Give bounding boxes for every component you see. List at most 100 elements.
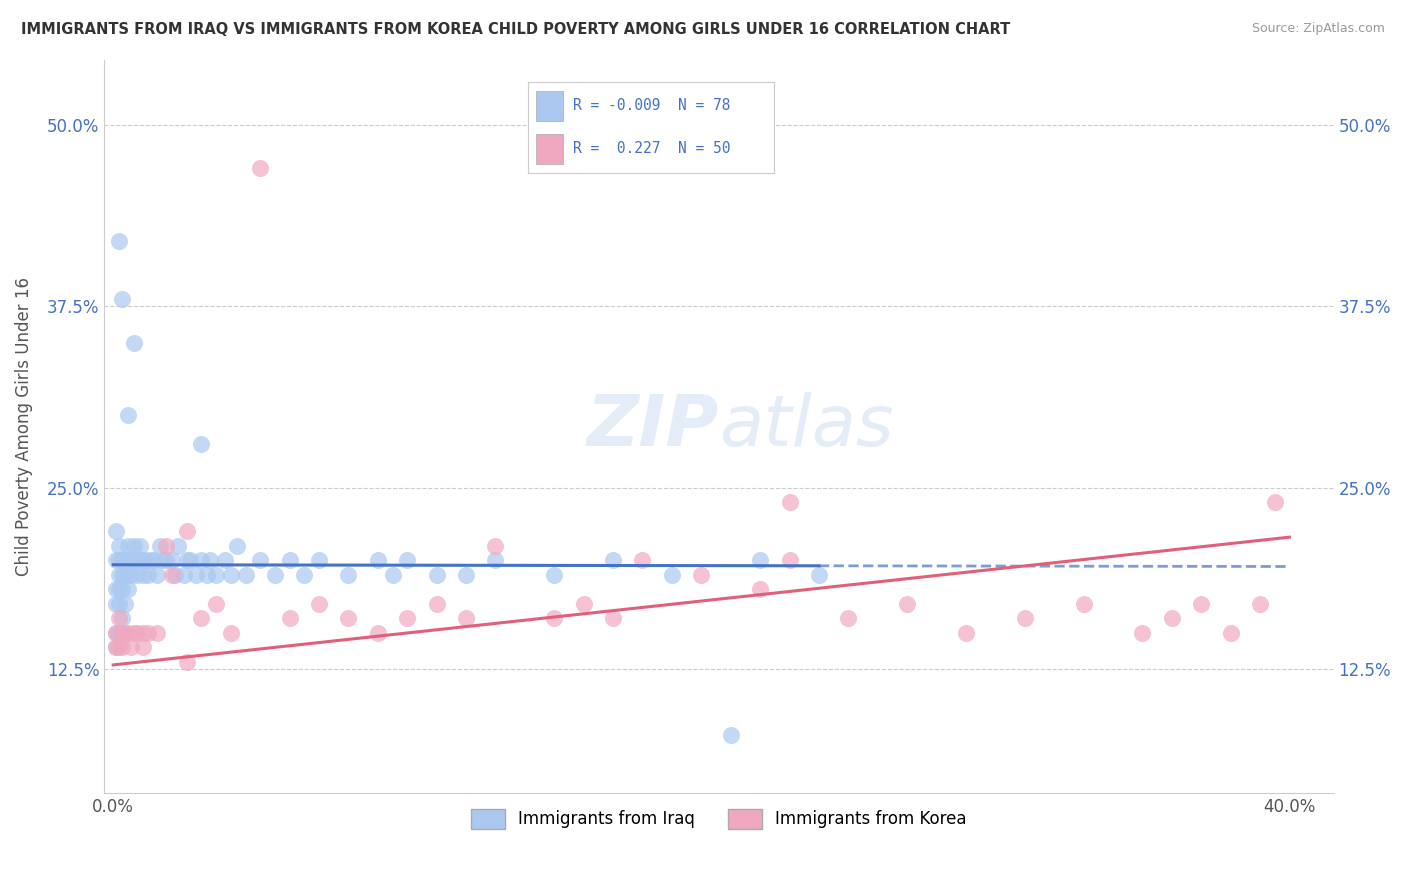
Point [190, 437, 212, 451]
Point [146, 626, 169, 640]
Point [111, 568, 134, 582]
Point [484, 553, 506, 567]
Point [308, 553, 330, 567]
Point [105, 582, 128, 597]
Point [179, 553, 201, 567]
Point [128, 553, 150, 567]
Point [337, 568, 360, 582]
Point [105, 553, 128, 567]
Point [108, 539, 131, 553]
Point [111, 582, 134, 597]
Point [896, 597, 918, 611]
Text: ZIP: ZIP [586, 392, 718, 460]
Point [1264, 495, 1286, 509]
Point [111, 611, 134, 625]
Point [1160, 611, 1182, 625]
Point [120, 553, 142, 567]
Point [114, 568, 136, 582]
Point [108, 553, 131, 567]
Point [125, 626, 148, 640]
Point [122, 626, 145, 640]
Point [219, 568, 242, 582]
Point [837, 611, 859, 625]
Point [114, 597, 136, 611]
Point [105, 640, 128, 655]
Point [292, 568, 315, 582]
Point [105, 597, 128, 611]
Point [105, 524, 128, 539]
Point [108, 582, 131, 597]
Point [1073, 597, 1095, 611]
Point [278, 611, 301, 625]
Point [602, 611, 624, 625]
Point [205, 568, 228, 582]
Point [278, 553, 301, 567]
Point [807, 568, 830, 582]
Y-axis label: Child Poverty Among Girls Under 16: Child Poverty Among Girls Under 16 [15, 277, 32, 575]
Point [135, 553, 157, 567]
Point [1189, 597, 1212, 611]
Point [195, 568, 218, 582]
Point [111, 626, 134, 640]
Point [381, 568, 404, 582]
Point [108, 640, 131, 655]
Point [146, 568, 169, 582]
Point [661, 568, 683, 582]
Point [120, 568, 142, 582]
Point [111, 553, 134, 567]
Point [337, 611, 360, 625]
Point [184, 568, 207, 582]
Point [108, 626, 131, 640]
Point [149, 539, 172, 553]
Point [176, 553, 198, 567]
Point [111, 292, 134, 306]
Point [235, 568, 257, 582]
Point [1249, 597, 1271, 611]
Point [105, 626, 128, 640]
Point [249, 161, 271, 176]
Point [484, 539, 506, 553]
Point [205, 597, 228, 611]
Point [125, 568, 148, 582]
Point [114, 626, 136, 640]
Point [1132, 626, 1154, 640]
Point [173, 568, 195, 582]
Point [396, 611, 419, 625]
Point [128, 539, 150, 553]
Point [749, 553, 772, 567]
Point [117, 626, 139, 640]
Point [225, 539, 247, 553]
Point [454, 611, 477, 625]
Point [141, 553, 163, 567]
Point [214, 553, 236, 567]
Point [249, 553, 271, 567]
Text: atlas: atlas [718, 392, 894, 460]
Point [125, 553, 148, 567]
Point [454, 568, 477, 582]
Point [1014, 611, 1036, 625]
Point [690, 568, 713, 582]
Point [176, 524, 198, 539]
Point [117, 568, 139, 582]
Point [426, 597, 449, 611]
Point [264, 568, 287, 582]
Point [779, 553, 801, 567]
Point [160, 568, 183, 582]
Point [117, 582, 139, 597]
Point [367, 626, 389, 640]
Point [631, 553, 654, 567]
Point [155, 553, 177, 567]
Point [155, 539, 177, 553]
Point [190, 553, 212, 567]
Point [152, 553, 174, 567]
Point [190, 611, 212, 625]
Point [108, 568, 131, 582]
Point [120, 640, 142, 655]
Point [122, 335, 145, 350]
Point [955, 626, 977, 640]
Point [308, 597, 330, 611]
Point [176, 655, 198, 669]
Point [122, 553, 145, 567]
Point [367, 553, 389, 567]
Point [117, 409, 139, 423]
